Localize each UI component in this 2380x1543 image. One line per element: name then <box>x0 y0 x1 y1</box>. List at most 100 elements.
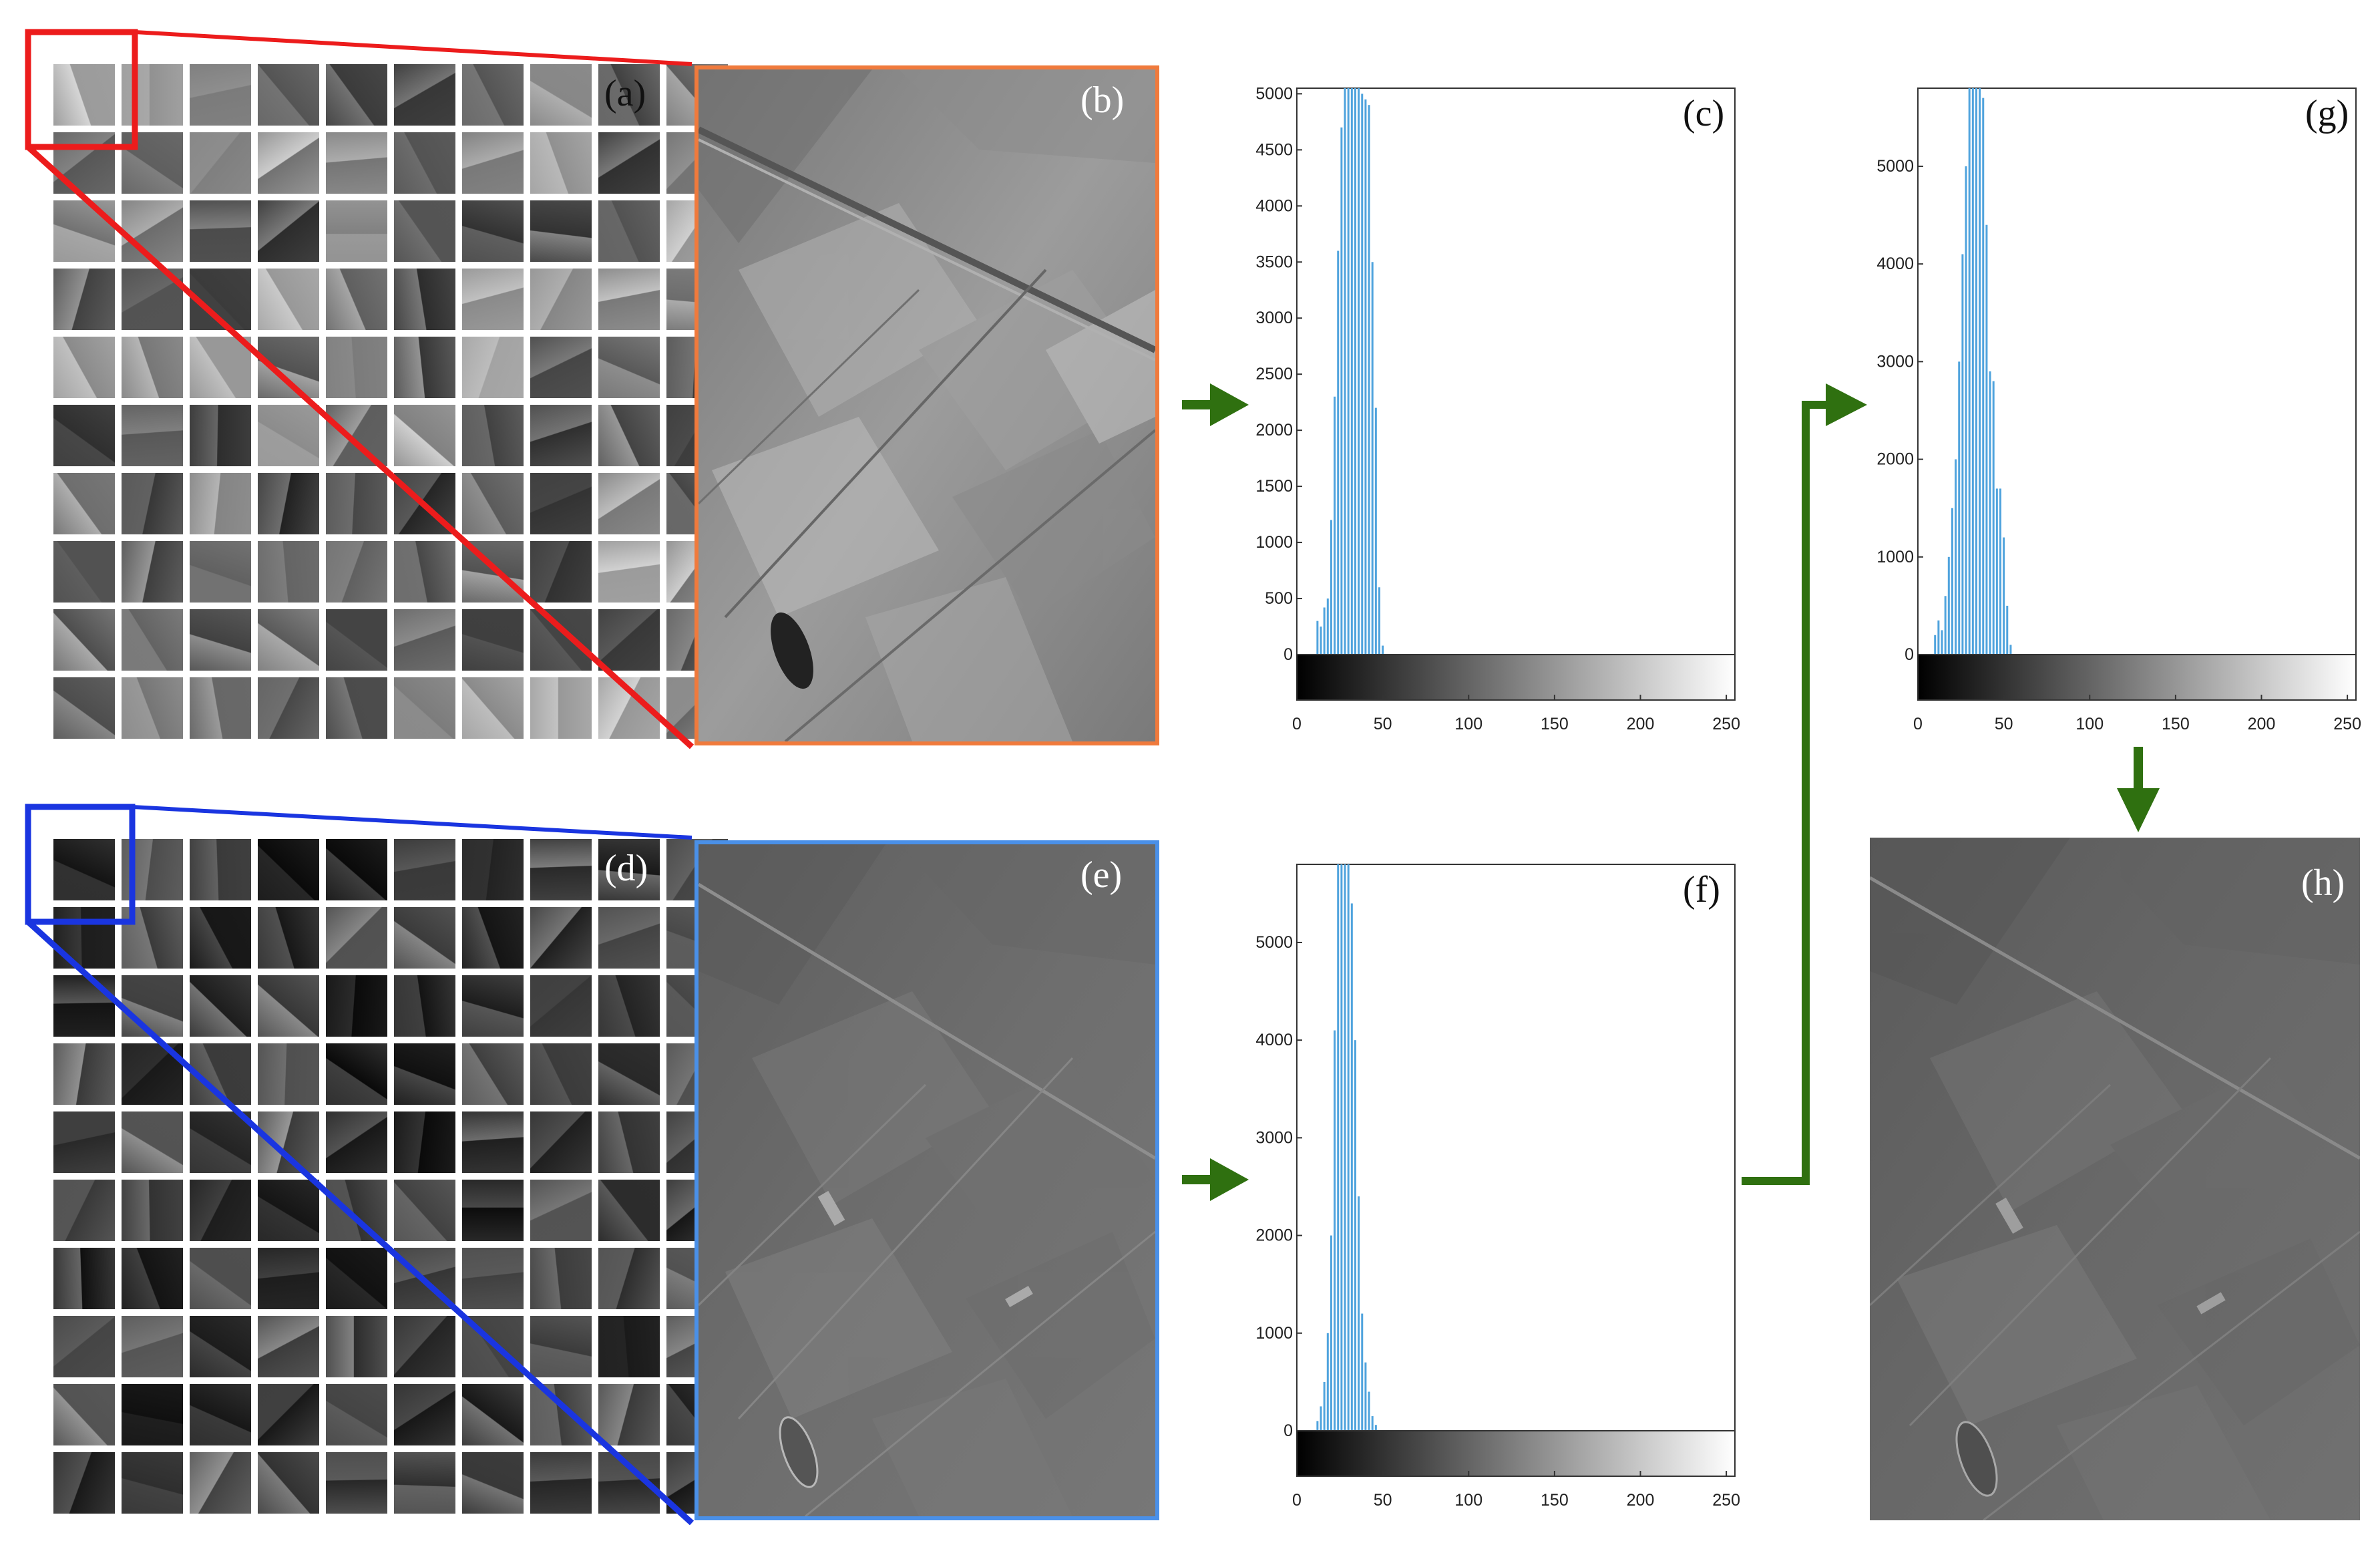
grid-thumbnail <box>326 132 387 194</box>
histogram-bar <box>1995 488 1998 655</box>
histogram-bar <box>1344 88 1346 655</box>
grid-thumbnail <box>530 337 592 398</box>
grid-thumbnail <box>326 609 387 671</box>
x-tick-label: 250 <box>2333 715 2361 733</box>
grid-thumbnail <box>326 337 387 398</box>
grid-thumbnail <box>462 337 524 398</box>
grid-thumbnail <box>394 337 455 398</box>
y-tick-label: 4000 <box>1876 254 1914 273</box>
histogram-bar <box>1323 1381 1326 1431</box>
grid-thumbnail <box>530 609 592 671</box>
panel-label-c: (c) <box>1683 93 1725 134</box>
x-tick-label: 50 <box>1374 1491 1392 1510</box>
histogram-bar <box>1968 88 1971 655</box>
grid-thumbnail <box>598 269 660 330</box>
grid-thumbnail <box>190 200 251 262</box>
grid-thumbnail <box>190 907 251 969</box>
grid-thumbnail <box>53 269 115 330</box>
grid-thumbnail <box>53 1384 115 1445</box>
grid-thumbnail <box>394 405 455 466</box>
histogram-bar <box>1350 903 1353 1431</box>
grid-thumbnail <box>598 1248 660 1309</box>
grid-thumbnail <box>190 132 251 194</box>
panel-label-b: (b) <box>1080 79 1125 121</box>
histogram-bar <box>1958 361 1961 655</box>
histogram-bar <box>1951 508 1953 655</box>
grid-thumbnail <box>394 64 455 126</box>
grid-thumbnail <box>190 609 251 671</box>
grid-thumbnail <box>462 677 524 739</box>
histogram-bar <box>1340 864 1343 1431</box>
grid-thumbnail <box>258 1180 319 1241</box>
grid-thumbnail <box>258 541 319 603</box>
grid-thumbnail <box>53 677 115 739</box>
grid-thumbnail <box>530 132 592 194</box>
grid-thumbnail <box>326 473 387 534</box>
grid-thumbnail <box>122 1384 183 1445</box>
image-grid-d <box>53 839 728 1514</box>
grid-thumbnail <box>530 1452 592 1514</box>
x-tick-label: 0 <box>1292 1491 1302 1510</box>
histogram-bar <box>1340 127 1343 655</box>
histogram-bar <box>1323 607 1326 655</box>
histogram-bar <box>1326 1333 1329 1431</box>
grid-thumbnail <box>530 473 592 534</box>
histogram-bar <box>1364 1362 1367 1431</box>
grid-thumbnail <box>326 1452 387 1514</box>
histogram-bar <box>1330 1235 1332 1431</box>
x-tick-label: 0 <box>1292 715 1302 733</box>
grid-thumbnail <box>122 405 183 466</box>
grid-thumbnail <box>530 975 592 1037</box>
histogram-bar <box>1316 1421 1319 1431</box>
histogram-bar <box>1941 630 1943 655</box>
grid-thumbnail <box>190 1384 251 1445</box>
grid-thumbnail <box>258 1452 319 1514</box>
grid-thumbnail <box>530 1384 592 1445</box>
grid-thumbnail <box>53 1180 115 1241</box>
histogram-bar <box>1937 620 1940 655</box>
histogram-bar <box>1947 556 1950 655</box>
grid-thumbnail <box>326 1111 387 1173</box>
grid-thumbnail <box>53 1316 115 1377</box>
grid-thumbnail <box>258 1384 319 1445</box>
histogram-bar <box>1382 645 1384 655</box>
grid-thumbnail <box>530 1316 592 1377</box>
grid-thumbnail <box>462 609 524 671</box>
grid-thumbnail <box>122 541 183 603</box>
grid-thumbnail <box>598 541 660 603</box>
x-tick-label: 250 <box>1712 715 1740 733</box>
x-tick-label: 50 <box>1995 715 2013 733</box>
grid-thumbnail <box>122 200 183 262</box>
zoom-image-b <box>695 65 1159 745</box>
grid-thumbnail <box>53 200 115 262</box>
grid-thumbnail <box>462 1111 524 1173</box>
grid-thumbnail <box>394 541 455 603</box>
grid-thumbnail <box>462 1043 524 1105</box>
panel-label-g: (g) <box>2305 93 2349 134</box>
histogram-bar <box>1371 262 1374 655</box>
grid-thumbnail <box>598 1043 660 1105</box>
x-tick-label: 0 <box>1913 715 1923 733</box>
grid-thumbnail <box>190 1452 251 1514</box>
image-grid-a <box>53 64 728 739</box>
histogram-bar <box>1354 1040 1356 1431</box>
x-tick-label: 100 <box>2075 715 2104 733</box>
grid-thumbnail <box>462 132 524 194</box>
arrow-b-to-c-head <box>1210 383 1249 426</box>
grid-thumbnail <box>258 839 319 900</box>
grid-thumbnail <box>258 200 319 262</box>
grid-thumbnail <box>598 1180 660 1241</box>
grid-thumbnail <box>598 473 660 534</box>
grid-thumbnail <box>190 1248 251 1309</box>
grid-thumbnail <box>394 1452 455 1514</box>
grid-thumbnail <box>394 1180 455 1241</box>
histogram-bar <box>2006 605 2009 655</box>
grayscale-colorbar <box>1917 654 2357 701</box>
grid-thumbnail <box>122 1316 183 1377</box>
y-tick-label: 500 <box>1265 589 1293 608</box>
grid-thumbnail <box>258 609 319 671</box>
histogram-bar <box>1992 381 1995 655</box>
grid-thumbnail <box>462 1248 524 1309</box>
grid-thumbnail <box>53 1111 115 1173</box>
y-tick-label: 3500 <box>1255 252 1293 271</box>
